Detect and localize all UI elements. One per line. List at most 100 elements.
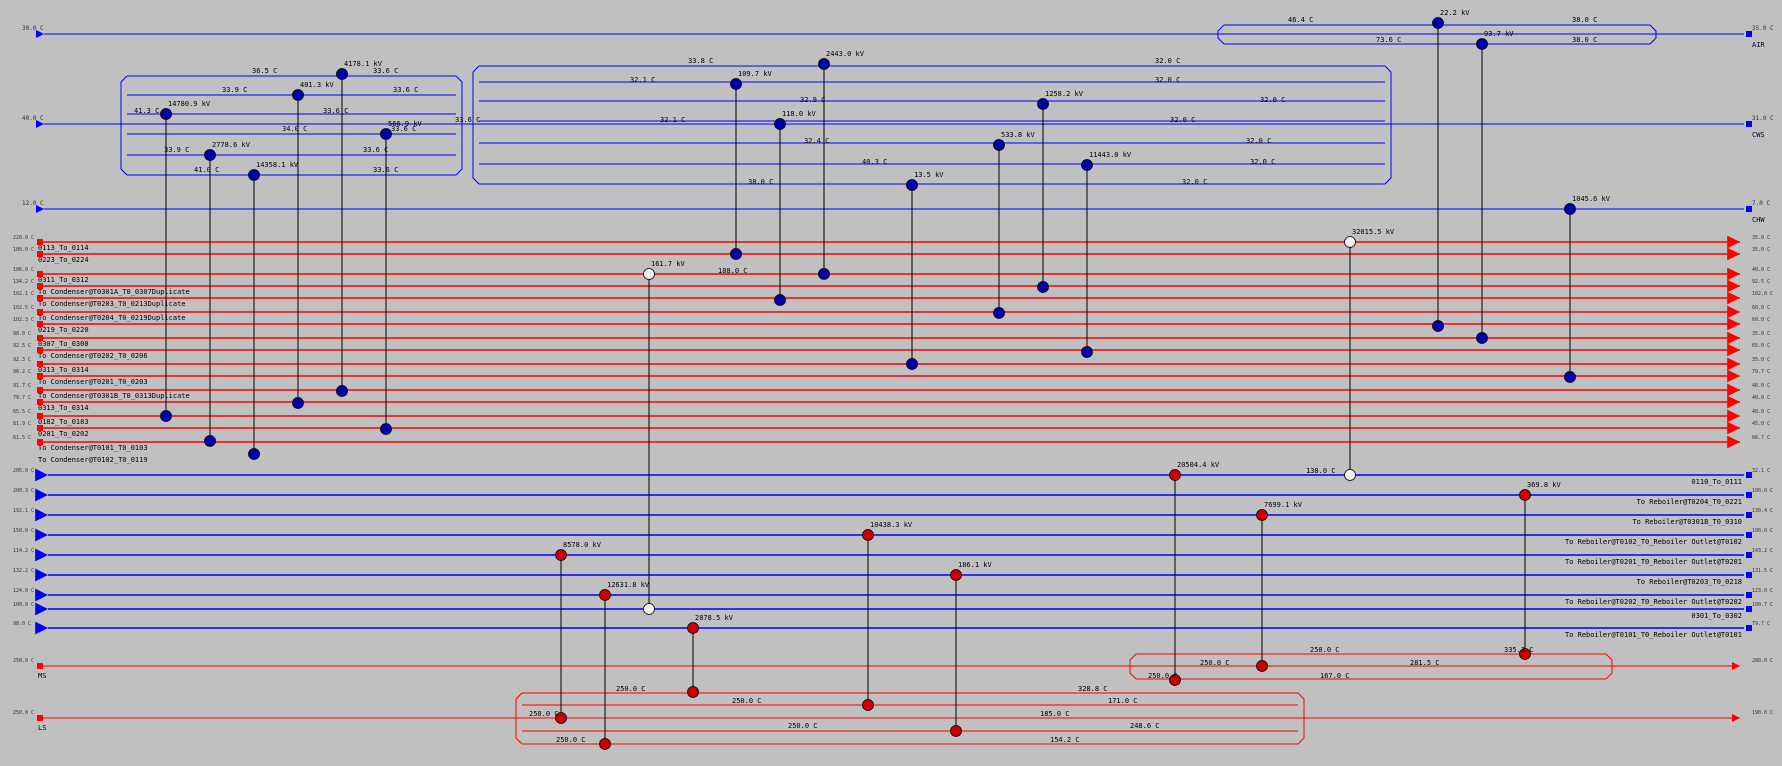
split-temperature: 41.3 C bbox=[134, 107, 159, 115]
hot-stream-start bbox=[37, 309, 43, 315]
hot-stream-tin: 106.0 C bbox=[13, 267, 34, 273]
exchanger-node bbox=[1037, 98, 1049, 110]
split-temperature: 41.0 C bbox=[194, 166, 219, 174]
hot-stream-name: 0223_To_0224 bbox=[38, 256, 89, 264]
cold-stream-tin: 100.0 C bbox=[1752, 488, 1773, 494]
hot-stream-start bbox=[37, 347, 43, 353]
cold-stream-tout: 98.0 C bbox=[13, 621, 31, 627]
split-temperature: 32.0 C bbox=[1246, 137, 1271, 145]
hot-stream-tin: 98.0 C bbox=[13, 331, 31, 337]
cold-stream-start bbox=[1746, 606, 1752, 612]
exchanger-node bbox=[1169, 469, 1181, 481]
split-temperature: 171.0 C bbox=[1108, 697, 1138, 705]
exchanger-node bbox=[862, 529, 874, 541]
exchanger-node bbox=[1081, 346, 1093, 358]
exchanger-duty: 12631.8 kV bbox=[607, 581, 650, 589]
hot-stream-tin: 100.0 C bbox=[13, 247, 34, 253]
split-temperature: 154.2 C bbox=[1050, 736, 1080, 744]
split-temperature: 33.6 C bbox=[373, 166, 398, 174]
split-temperature: 250.0 C bbox=[1310, 646, 1340, 654]
hot-stream-tout: 92.5 C bbox=[1752, 279, 1770, 285]
exchanger-node bbox=[1476, 38, 1488, 50]
hot-stream-tout: 40.0 C bbox=[1752, 395, 1770, 401]
exchanger-node bbox=[292, 397, 304, 409]
hot-stream-name: 0311_To_0312 bbox=[38, 276, 89, 284]
hot-stream-tout: 60.0 C bbox=[1752, 305, 1770, 311]
hot-stream-start bbox=[37, 439, 43, 445]
cws-split-a-split-left bbox=[120, 75, 128, 176]
exchanger-duty: 566.9 kV bbox=[388, 120, 423, 128]
hot-stream-tin: 81.9 C bbox=[13, 421, 31, 427]
split-temperature: 32.0 C bbox=[1155, 76, 1180, 84]
exchanger-node bbox=[380, 423, 392, 435]
exchanger-duty: 8578.0 kV bbox=[563, 541, 602, 549]
cold-stream-name: 0301_To_0302 bbox=[1691, 612, 1742, 620]
cold-stream-tin: 100.0 C bbox=[1752, 528, 1773, 534]
hot-stream-start bbox=[37, 387, 43, 393]
split-temperature: 138.0 C bbox=[1306, 467, 1336, 475]
hot-stream-tout: 35.0 C bbox=[1752, 235, 1770, 241]
hot-stream-name: 0201_To_0202 bbox=[38, 430, 89, 438]
split-temperature: 32.1 C bbox=[660, 116, 685, 124]
ls-split-split-right bbox=[1297, 692, 1305, 745]
hot-stream-tout: 35.0 C bbox=[1752, 357, 1770, 363]
hot-stream-tout: 45.0 C bbox=[1752, 421, 1770, 427]
hot-stream-start bbox=[37, 251, 43, 257]
exchanger-duty: 13.5 kV bbox=[914, 171, 944, 179]
utility-label: CWS bbox=[1752, 131, 1765, 139]
hot-stream-start bbox=[37, 239, 43, 245]
exchanger-duty: 161.7 kV bbox=[651, 260, 686, 268]
cold-stream-name: To Reboiler@T0101_T0_Reboiler Outlet@T01… bbox=[1565, 631, 1742, 639]
split-temperature: 33.6 C bbox=[373, 67, 398, 75]
ms-split-split-left bbox=[1129, 653, 1137, 680]
exchanger-duty: 186.1 kV bbox=[958, 561, 993, 569]
hot-stream-name: To Condenser@T0301B_T0_0313Duplicate bbox=[38, 392, 190, 400]
cold-stream-tin: 123.0 C bbox=[1752, 588, 1773, 594]
exchanger-node bbox=[1432, 320, 1444, 332]
hot-stream-tin: 79.7 C bbox=[13, 395, 31, 401]
exchanger-node bbox=[774, 294, 786, 306]
exchanger-node bbox=[248, 169, 260, 181]
exchanger-node bbox=[1256, 509, 1268, 521]
exchanger-node bbox=[336, 385, 348, 397]
utility-label: CHW bbox=[1752, 216, 1765, 224]
exchanger-node bbox=[1081, 159, 1093, 171]
cold-stream-tout: 200.3 C bbox=[13, 488, 34, 494]
hot-stream-start bbox=[37, 399, 43, 405]
cold-stream-start bbox=[1746, 625, 1752, 631]
exchanger-node bbox=[1344, 236, 1356, 248]
hot-stream-tin: 92.5 C bbox=[13, 343, 31, 349]
split-temperature: 40.3 C bbox=[862, 158, 887, 166]
cold-stream-tout: 124.0 C bbox=[13, 588, 34, 594]
exchanger-duty: 22.2 kV bbox=[1440, 9, 1470, 17]
split-temperature: 32.9 C bbox=[800, 96, 825, 104]
exchanger-node bbox=[643, 603, 655, 615]
hot-stream-tin: 102.5 C bbox=[13, 305, 34, 311]
cold-stream-tin: 32.1 C bbox=[1752, 468, 1770, 474]
utility-label: AIR bbox=[1752, 41, 1765, 49]
hot-stream-tout: 40.0 C bbox=[1752, 383, 1770, 389]
utility-label: LS bbox=[38, 724, 46, 732]
cold-stream-tin: 143.2 C bbox=[1752, 548, 1773, 554]
hot-stream-tout: 79.7 C bbox=[1752, 369, 1770, 375]
split-temperature: 38.0 C bbox=[1572, 16, 1597, 24]
split-temperature: 250.0 C bbox=[788, 722, 818, 730]
cold-stream-tin: 131.5 C bbox=[1752, 568, 1773, 574]
hot-stream-name: To Condenser@T0102_T0_0119 bbox=[38, 456, 148, 464]
exchanger-node bbox=[818, 268, 830, 280]
exchanger-duty: 1045.6 kV bbox=[1572, 195, 1611, 203]
hot-stream-tout: 40.0 C bbox=[1752, 409, 1770, 415]
exchanger-node bbox=[993, 307, 1005, 319]
exchanger-duty: 533.8 kV bbox=[1001, 131, 1036, 139]
air-split-split-left bbox=[1217, 24, 1225, 45]
exchanger-node bbox=[730, 78, 742, 90]
hot-stream-tin: 102.3 C bbox=[13, 317, 34, 323]
exchanger-duty: 93.7 kV bbox=[1484, 30, 1514, 38]
exchanger-node bbox=[204, 149, 216, 161]
hot-stream-start bbox=[37, 425, 43, 431]
utility-tin: 30.0 C bbox=[22, 25, 44, 32]
hot-stream-name: To Condenser@T0101_T0_0103 bbox=[38, 444, 148, 452]
exchanger-node bbox=[1476, 332, 1488, 344]
cold-stream-tin: 130.4 C bbox=[1752, 508, 1773, 514]
